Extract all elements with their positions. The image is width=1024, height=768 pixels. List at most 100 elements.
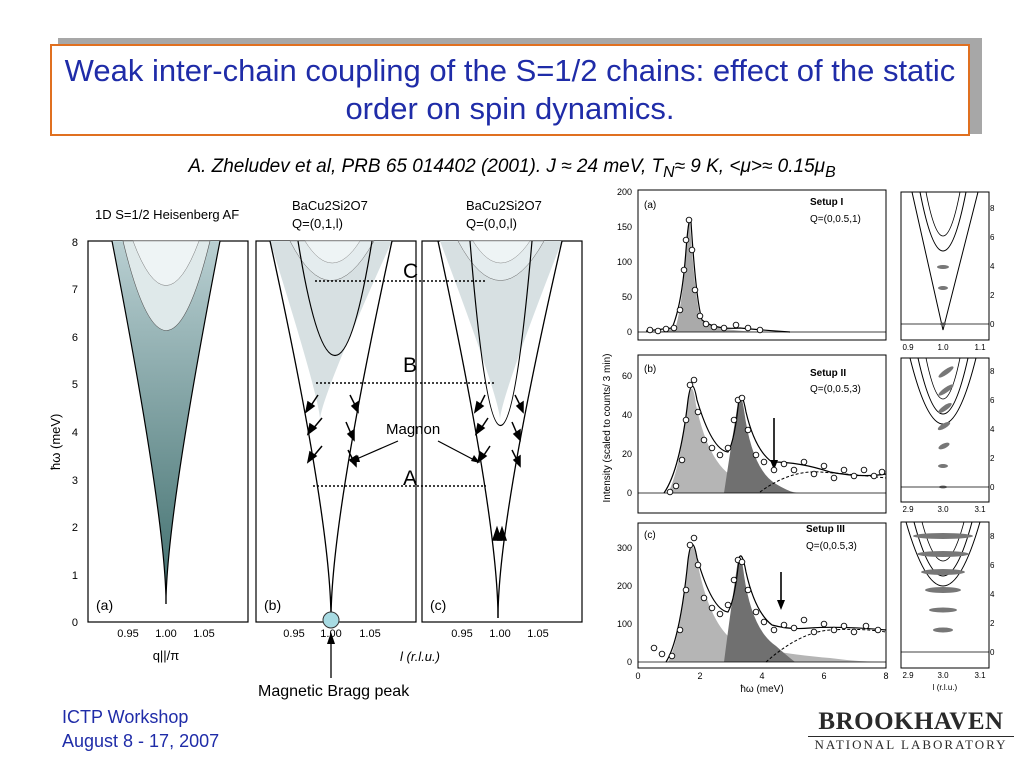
y-tick: 20 [622,449,632,459]
side-tick: 4 [990,262,995,271]
level-label-a: A [403,467,417,490]
y-tick: 2 [72,522,78,534]
panel-b-q: Q=(0,1,l) [292,216,343,231]
side-tick: 0 [990,320,995,329]
magnon-pointer-left-head [350,455,360,462]
setup-ii-q: Q=(0,0.5,3) [810,384,861,395]
x-tick: 1.05 [193,628,214,640]
title-box: Weak inter-chain coupling of the S=1/2 c… [50,44,970,136]
side-tick: 6 [990,396,995,405]
scan-panel-b-label: (b) [644,364,656,375]
x-tick: 6 [821,671,826,681]
side-panel-c: 0 2 4 6 8 2.9 3.0 3.1 l (r.l.u.) [900,521,995,692]
magnon-pointer-right [437,440,479,463]
side-tick: 6 [990,561,995,570]
y-tick: 300 [617,543,632,553]
side-tick: 4 [990,590,995,599]
level-label-c: C [403,260,418,283]
side-x-tick: 2.9 [902,505,914,514]
panel-c-label: (c) [430,597,446,613]
x-tick: 0.95 [283,628,304,640]
bragg-label: Magnetic Bragg peak [258,683,410,700]
magnon-pointer-right-head [471,455,480,463]
logo-sub-text: NATIONAL LABORATORY [808,736,1014,753]
y-tick: 0 [627,657,632,667]
panel-b: (b) [255,240,417,629]
side-tick: 2 [990,291,995,300]
setup-ii: Setup II [810,368,846,379]
side-tick: 0 [990,483,995,492]
y-tick: 4 [72,427,78,439]
side-x-tick: 3.0 [937,505,949,514]
y-tick: 0 [627,488,632,498]
citation-tn-sub: N [663,163,675,181]
x-tick: 1.05 [359,628,380,640]
y-tick: 100 [617,257,632,267]
x-tick: 8 [883,671,888,681]
x-tick: 0 [635,671,640,681]
y-tick: 6 [72,332,78,344]
side-x-label: l (r.l.u.) [933,683,958,692]
panel-a-label: (a) [96,597,113,613]
panel-a: (a) [87,240,249,623]
x-tick: 0.95 [117,628,138,640]
scan-panel-c: 0 100 200 300 (c) Setup III Q=(0,0.5,3) [617,522,887,669]
x-label-bc: l (r.l.u.) [400,649,440,664]
scan-panel-b: 0 20 40 60 (b) Setup II Q=(0,0.5,3) [622,354,887,514]
setup-i-q: Q=(0,0.5,1) [810,214,861,225]
logo-main-text: BROOKHAVEN [818,708,1004,735]
x-tick: 1.00 [155,628,176,640]
side-x-tick: 1.1 [974,343,986,352]
right-x-axis-label: ħω (meV) [740,684,783,695]
magnon-arrows [304,394,524,541]
slide-title: Weak inter-chain coupling of the S=1/2 c… [64,53,956,126]
left-y-ticks: 0 1 2 3 4 5 6 7 8 [72,237,78,629]
brookhaven-logo: BROOKHAVEN NATIONAL LABORATORY [808,708,1014,752]
x-tick: 2 [697,671,702,681]
panel-b-label: (b) [264,597,281,613]
footer: ICTP Workshop August 8 - 17, 2007 [62,705,219,753]
citation-mub-sub: B [825,163,836,181]
dispersion-figure: 1D S=1/2 Heisenberg AF BaCu2Si2O7 Q=(0,1… [48,198,583,678]
panel-a-title: 1D S=1/2 Heisenberg AF [95,207,239,222]
side-tick: 2 [990,454,995,463]
y-tick: 0 [627,327,632,337]
y-tick: 100 [617,619,632,629]
side-tick: 8 [990,367,995,376]
side-x-tick: 1.0 [937,343,949,352]
y-tick: 5 [72,379,78,391]
citation-text: A. Zheludev et al, PRB 65 014402 (2001).… [188,156,664,177]
footer-line-1: ICTP Workshop [62,707,189,727]
right-y-axis-label: Intensity (scaled to counts/ 3 min) [602,354,613,503]
y-tick: 40 [622,410,632,420]
setup-iii: Setup III [806,524,845,535]
scan-panel-a-label: (a) [644,200,656,211]
y-tick: 200 [617,581,632,591]
y-tick: 150 [617,222,632,232]
side-tick: 2 [990,619,995,628]
citation: A. Zheludev et al, PRB 65 014402 (2001).… [0,156,1024,182]
scan-panel-c-label: (c) [644,530,656,541]
side-panel-a: 0 2 4 6 8 0.9 1.0 1.1 [900,191,995,352]
x-tick: 1.00 [489,628,510,640]
magnon-label: Magnon [386,421,440,438]
footer-line-2: August 8 - 17, 2007 [62,731,220,751]
intensity-figure: Intensity (scaled to counts/ 3 min) 0 50… [602,187,995,695]
side-tick: 0 [990,648,995,657]
side-tick: 4 [990,425,995,434]
side-tick: 8 [990,204,995,213]
panel-c: (c) [421,240,583,623]
y-tick: 3 [72,475,78,487]
side-x-tick: 3.0 [937,671,949,680]
setup-iii-q: Q=(0,0.5,3) [806,541,857,552]
panel-b-title: BaCu2Si2O7 [292,198,368,213]
y-tick: 8 [72,237,78,249]
side-panel-b: 0 2 4 6 8 2.9 3.0 3.1 [900,357,995,514]
scan-panel-a: 0 50 100 150 200 (a) Setup I Q=(0,0.5,1) [617,187,887,341]
side-x-tick: 0.9 [902,343,914,352]
left-y-axis-label: ħω (meV) [48,414,63,470]
side-tick: 6 [990,233,995,242]
y-tick: 7 [72,284,78,296]
side-tick: 8 [990,532,995,541]
magnon-pointer-left [351,440,399,462]
